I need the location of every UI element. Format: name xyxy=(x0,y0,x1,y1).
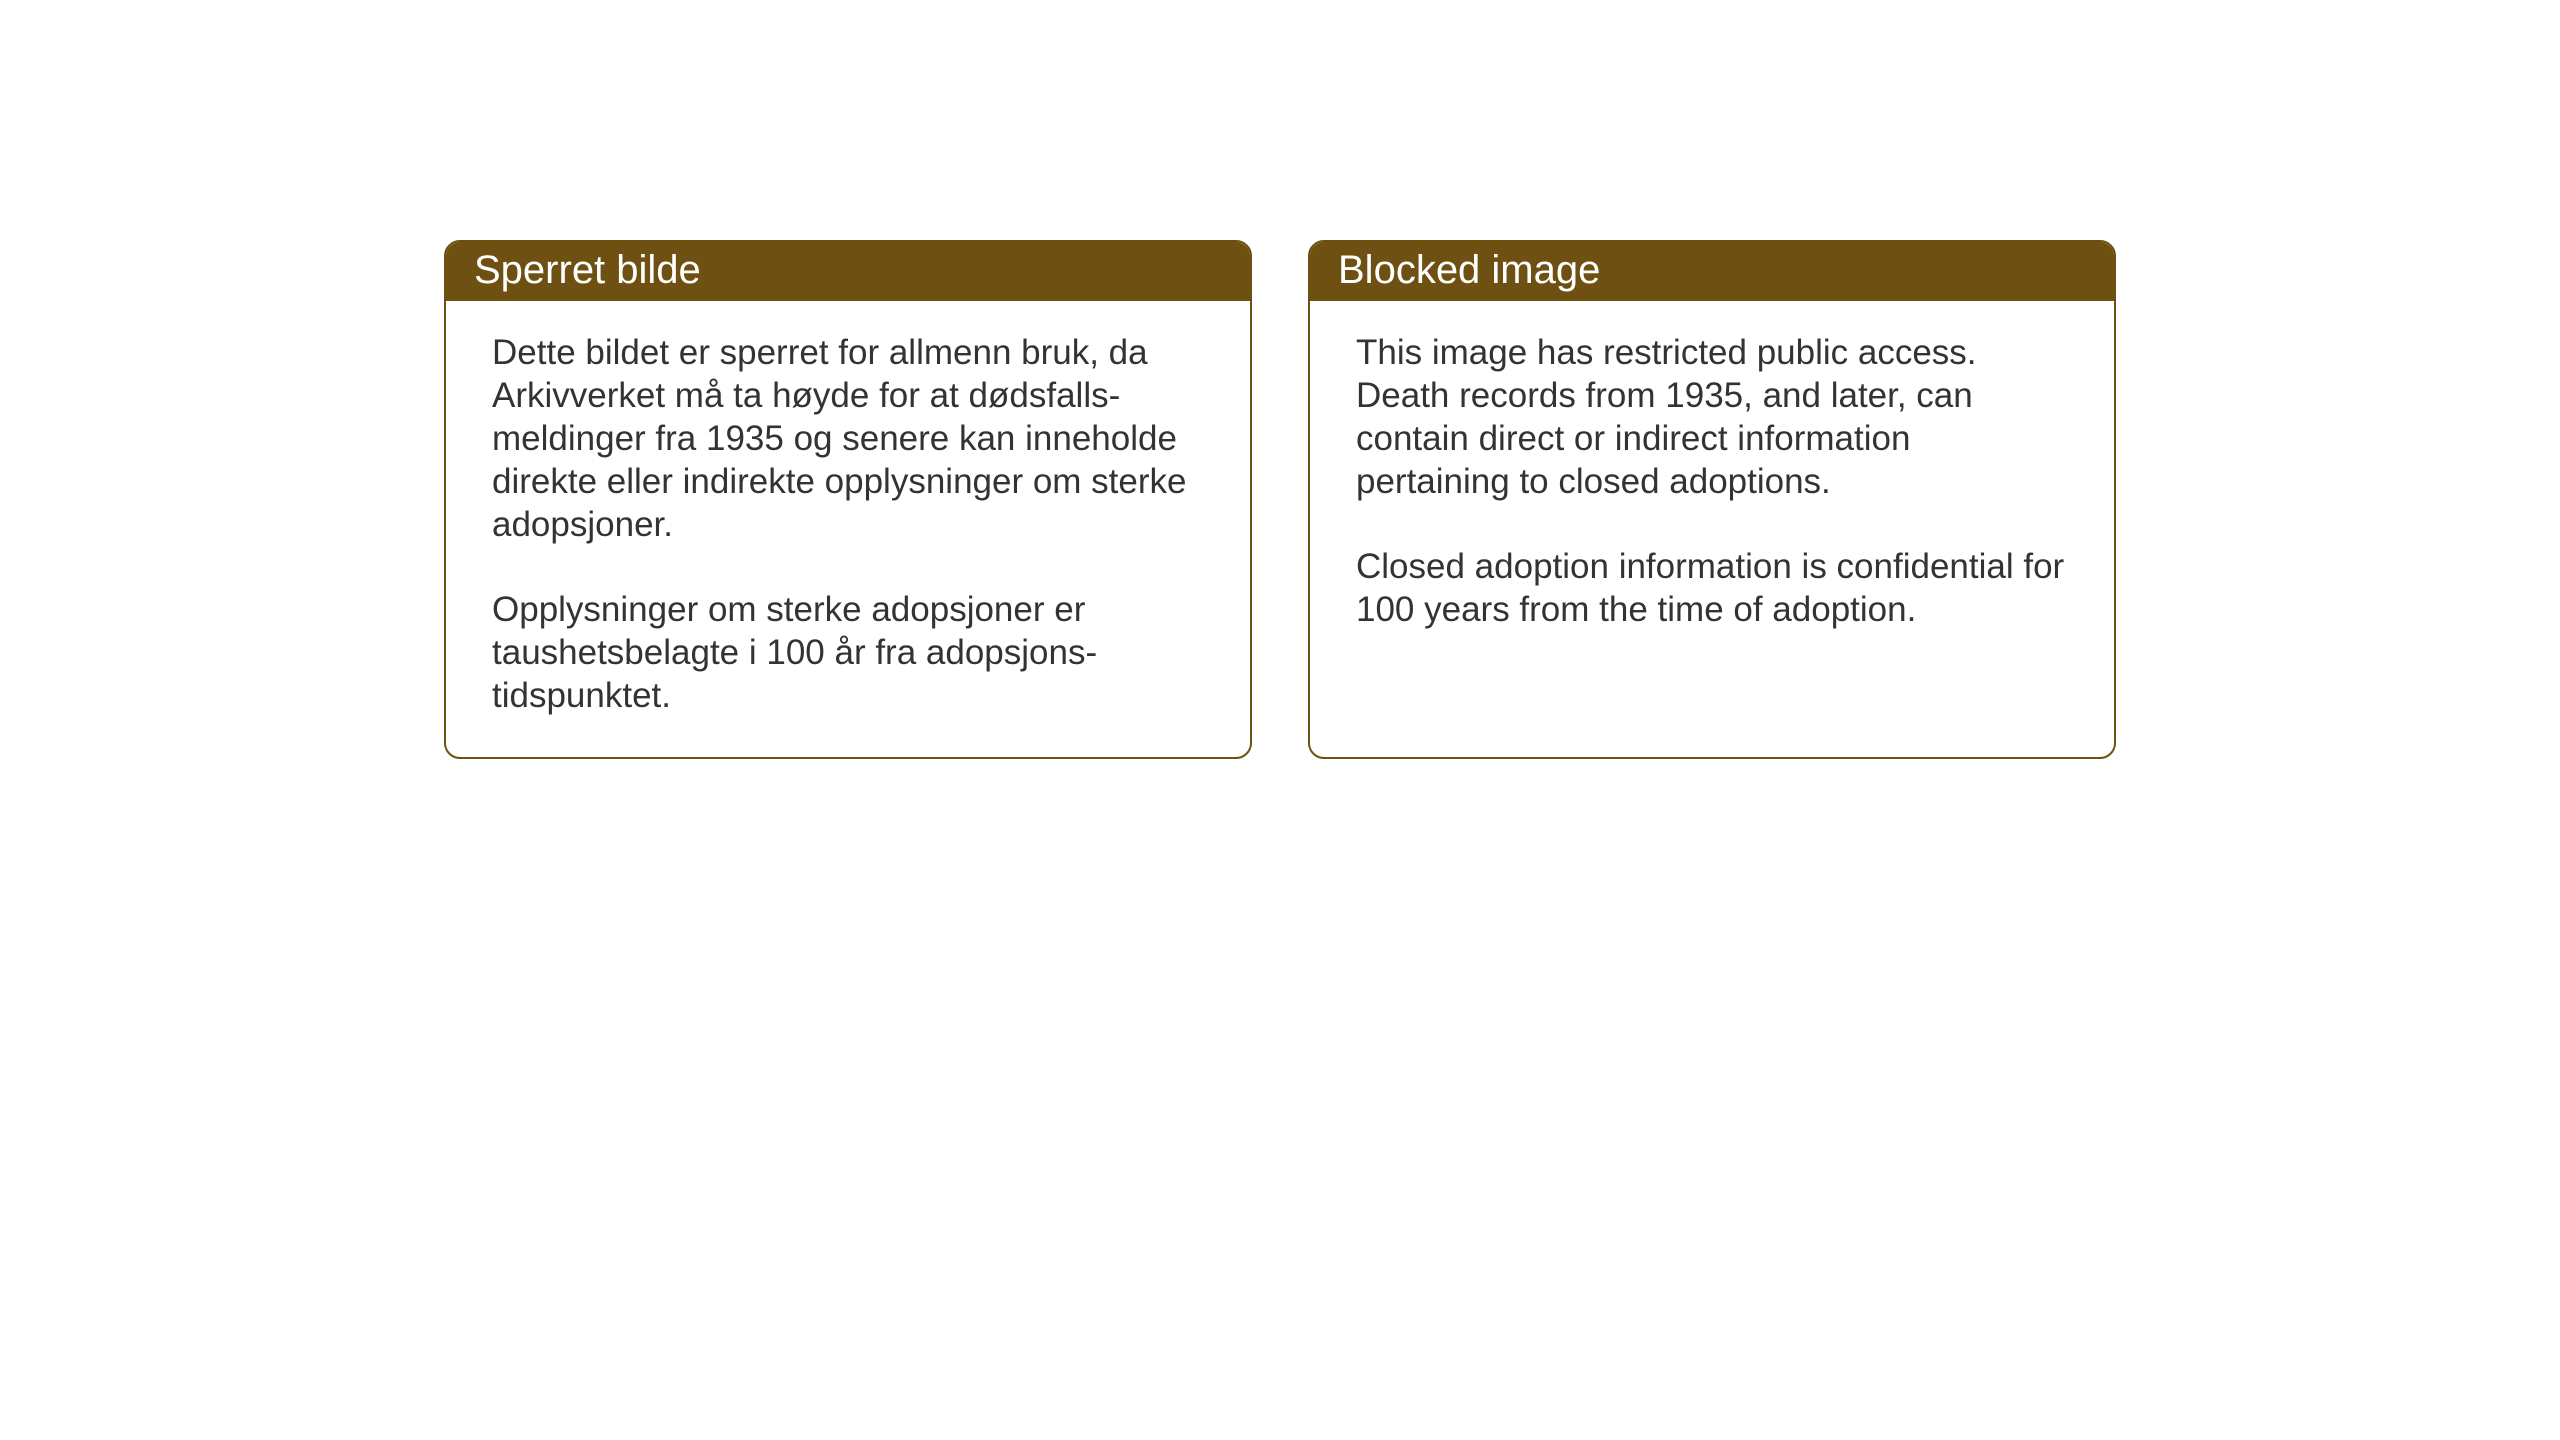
card-english-header: Blocked image xyxy=(1310,242,2114,301)
card-norwegian-paragraph-2: Opplysninger om sterke adopsjoner er tau… xyxy=(492,588,1204,717)
card-norwegian-paragraph-1: Dette bildet er sperret for allmenn bruk… xyxy=(492,331,1204,546)
card-norwegian-header: Sperret bilde xyxy=(446,242,1250,301)
card-norwegian: Sperret bilde Dette bildet er sperret fo… xyxy=(444,240,1252,759)
card-norwegian-title: Sperret bilde xyxy=(474,248,701,292)
card-english-paragraph-2: Closed adoption information is confident… xyxy=(1356,545,2068,631)
card-english-paragraph-1: This image has restricted public access.… xyxy=(1356,331,2068,503)
cards-container: Sperret bilde Dette bildet er sperret fo… xyxy=(444,240,2116,759)
card-norwegian-body: Dette bildet er sperret for allmenn bruk… xyxy=(446,301,1250,757)
card-english: Blocked image This image has restricted … xyxy=(1308,240,2116,759)
card-english-title: Blocked image xyxy=(1338,248,1600,292)
card-english-body: This image has restricted public access.… xyxy=(1310,301,2114,671)
